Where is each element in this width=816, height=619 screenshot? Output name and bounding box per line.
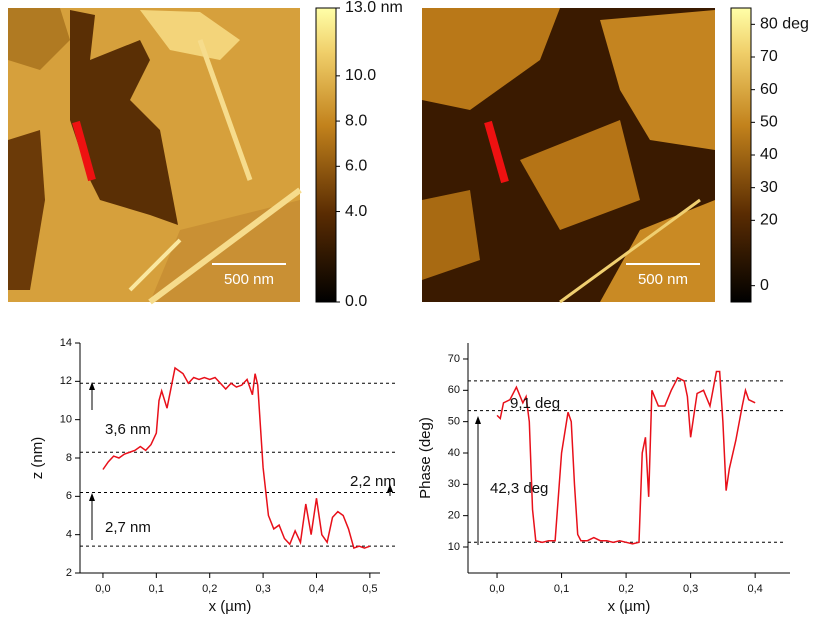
colorbar-tick-label: 8.0	[345, 112, 367, 129]
y-tick-label: 2	[66, 567, 72, 579]
colorbar	[315, 7, 337, 303]
x-tick-label: 0,0	[489, 583, 504, 595]
y-tick-label: 40	[448, 447, 460, 459]
profile-line	[102, 366, 371, 550]
colorbar	[730, 7, 752, 303]
colorbar-tick-label: 50	[760, 114, 778, 131]
colorbar-tick-label: 10.0	[345, 67, 376, 84]
colorbar-tick-label: 6.0	[345, 158, 367, 175]
x-tick-label: 0,3	[255, 583, 270, 595]
colorbar-tick-label: 13.0 nm	[345, 0, 403, 16]
y-tick-label: 10	[60, 414, 72, 426]
afm-phase-image: 500 nm	[422, 8, 715, 304]
colorbar-tick-label: 40	[760, 146, 778, 163]
y-tick-label: 12	[60, 375, 72, 387]
x-tick-label: 0,1	[554, 583, 569, 595]
y-tick-label: 30	[448, 478, 460, 490]
x-tick-label: 0,3	[683, 583, 698, 595]
y-tick-label: 20	[448, 510, 460, 522]
x-tick-label: 0,0	[95, 583, 110, 595]
x-tick-label: 0,4	[748, 583, 763, 595]
colorbar-tick-label: 60	[760, 81, 778, 98]
x-axis-title: x (µm)	[608, 598, 651, 615]
annotation: 2,2 nm	[350, 473, 396, 490]
y-axis-title: Phase (deg)	[417, 417, 434, 499]
scale-bar-label: 500 nm	[224, 271, 274, 288]
colorbar-tick-label: 80 deg	[760, 16, 809, 33]
x-tick-label: 0,2	[202, 583, 217, 595]
colorbar-tick-label: 4.0	[345, 203, 367, 220]
colorbar-tick-label: 20	[760, 212, 778, 229]
x-tick-label: 0,1	[149, 583, 164, 595]
y-tick-label: 60	[448, 384, 460, 396]
annotation: 42,3 deg	[490, 480, 548, 497]
profile-line	[496, 370, 756, 545]
x-tick-label: 0,2	[618, 583, 633, 595]
x-axis-title: x (µm)	[209, 598, 252, 615]
annotation: 9,1 deg	[510, 395, 560, 412]
colorbar-tick-label: 70	[760, 48, 778, 65]
colorbar-tick-label: 0	[760, 277, 769, 294]
x-tick-label: 0,4	[309, 583, 324, 595]
afm-height-image: 500 nm	[8, 8, 302, 305]
y-tick-label: 50	[448, 416, 460, 428]
y-tick-label: 70	[448, 353, 460, 365]
y-tick-label: 8	[66, 452, 72, 464]
annotation: 3,6 nm	[105, 421, 151, 438]
annotation: 2,7 nm	[105, 519, 151, 536]
y-axis-title: z (nm)	[29, 437, 46, 480]
y-tick-label: 14	[60, 337, 72, 349]
y-tick-label: 10	[448, 541, 460, 553]
colorbar-tick-label: 0.0	[345, 293, 367, 310]
x-tick-label: 0,5	[362, 583, 377, 595]
colorbar-tick-label: 30	[760, 179, 778, 196]
y-tick-label: 6	[66, 490, 72, 502]
y-tick-label: 4	[66, 529, 72, 541]
scale-bar-label: 500 nm	[638, 271, 688, 288]
